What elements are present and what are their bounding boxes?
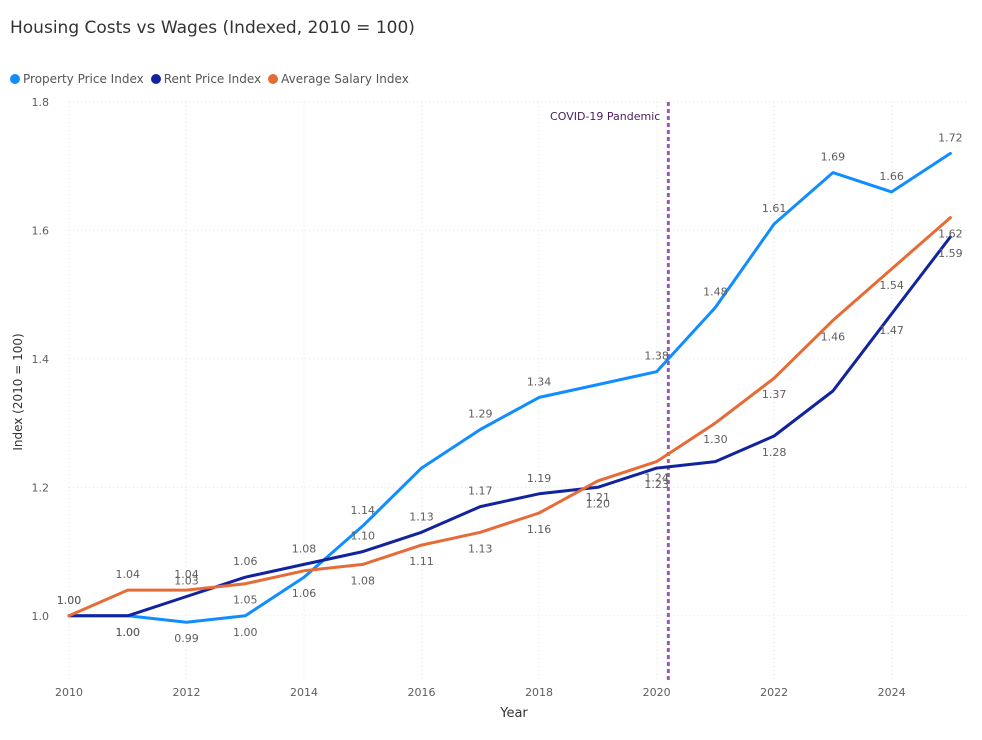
property-price-label: 1.66 xyxy=(879,170,904,183)
salary-label: 1.13 xyxy=(468,542,493,555)
legend-item-salary[interactable]: Average Salary Index xyxy=(268,72,409,86)
x-tick-label: 2018 xyxy=(525,686,553,699)
x-tick-label: 2020 xyxy=(643,686,671,699)
series-lines xyxy=(67,151,952,624)
property-price-label: 1.00 xyxy=(57,594,82,607)
legend-label-salary: Average Salary Index xyxy=(281,72,409,86)
y-tick-label: 1.8 xyxy=(32,96,50,109)
axes: 1.0 1.2 1.4 1.6 1.8 2010 2012 2014 2016 2018 2020 2… xyxy=(32,96,906,699)
x-axis-title: Year xyxy=(499,706,528,721)
y-tick-label: 1.4 xyxy=(32,353,50,366)
property-price-label: 0.99 xyxy=(174,632,199,645)
salary-line xyxy=(67,216,952,618)
x-tick-label: 2022 xyxy=(760,686,788,699)
salary-label: 1.21 xyxy=(586,491,611,504)
rent-price-label: 1.17 xyxy=(468,485,493,498)
rent-price-label: 1.19 xyxy=(527,472,552,485)
rent-price-label: 1.08 xyxy=(292,542,317,555)
rent-price-label: 1.20 xyxy=(586,497,611,510)
legend-item-property[interactable]: Property Price Index xyxy=(10,72,144,86)
legend-marker-property xyxy=(10,74,20,84)
property-price-label: 1.00 xyxy=(233,626,258,639)
salary-label: 1.54 xyxy=(879,279,904,292)
legend-marker-salary xyxy=(268,74,279,84)
rent-price-label: 1.47 xyxy=(879,324,904,337)
data-labels: 1.00 1.00 0.99 1.00 1.06 1.14 1.29 1.34 1.38 1.48… xyxy=(57,131,963,645)
rent-price-label: 1.28 xyxy=(762,446,787,459)
rent-price-label: 1.03 xyxy=(174,575,199,588)
rent-price-label: 1.06 xyxy=(233,555,258,568)
salary-label: 1.37 xyxy=(762,388,787,401)
legend-item-rent[interactable]: Rent Price Index xyxy=(150,72,262,86)
x-tick-label: 2014 xyxy=(290,686,318,699)
rent-price-label: 1.00 xyxy=(116,626,141,639)
property-price-label: 1.14 xyxy=(351,504,376,517)
rent-price-label: 1.13 xyxy=(409,510,434,523)
salary-label: 1.11 xyxy=(409,555,434,568)
salary-label: 1.08 xyxy=(351,574,376,587)
salary-label: 1.30 xyxy=(703,433,728,446)
rent-price-label: 1.59 xyxy=(938,247,963,260)
property-price-label: 1.48 xyxy=(703,286,728,299)
x-tick-label: 2010 xyxy=(55,686,83,699)
legend-marker-rent xyxy=(150,74,161,84)
rent-price-label: 1.23 xyxy=(644,478,669,491)
property-price-label: 1.38 xyxy=(644,350,669,363)
salary-label: 1.24 xyxy=(644,472,669,485)
salary-label: 1.46 xyxy=(821,330,846,343)
property-price-label: 1.00 xyxy=(116,626,141,639)
y-axis-title: Index (2010 = 100) xyxy=(11,333,25,450)
legend: Property Price Index Rent Price Index Av… xyxy=(10,72,416,86)
salary-label: 1.04 xyxy=(174,568,199,581)
salary-label: 1.62 xyxy=(938,228,963,241)
annotations: COVID-19 Pandemic xyxy=(550,102,670,680)
y-tick-label: 1.6 xyxy=(32,224,50,237)
property-price-label: 1.61 xyxy=(762,202,787,215)
x-tick-label: 2024 xyxy=(878,686,906,699)
x-tick-label: 2012 xyxy=(173,686,201,699)
y-tick-label: 1.2 xyxy=(32,481,50,494)
salary-label: 1.05 xyxy=(233,594,258,607)
property-price-label: 1.72 xyxy=(938,131,963,144)
grid xyxy=(68,101,968,680)
covid-annotation-label: COVID-19 Pandemic xyxy=(550,110,660,123)
salary-label: 1.00 xyxy=(57,594,82,607)
legend-label-property: Property Price Index xyxy=(23,72,144,86)
x-tick-label: 2016 xyxy=(408,686,436,699)
property-price-label: 1.69 xyxy=(821,151,846,164)
chart-title: Housing Costs vs Wages (Indexed, 2010 = … xyxy=(10,18,415,38)
salary-label: 1.04 xyxy=(116,568,141,581)
property-price-label: 1.06 xyxy=(292,587,317,600)
legend-label-rent: Rent Price Index xyxy=(163,72,262,86)
salary-label: 1.16 xyxy=(527,523,552,536)
y-tick-label: 1.0 xyxy=(32,610,50,623)
property-price-label: 1.34 xyxy=(527,375,552,388)
property-price-label: 1.29 xyxy=(468,408,493,421)
rent-price-line xyxy=(67,235,952,618)
property-price-line xyxy=(67,151,952,624)
rent-price-label: 1.10 xyxy=(351,530,376,543)
